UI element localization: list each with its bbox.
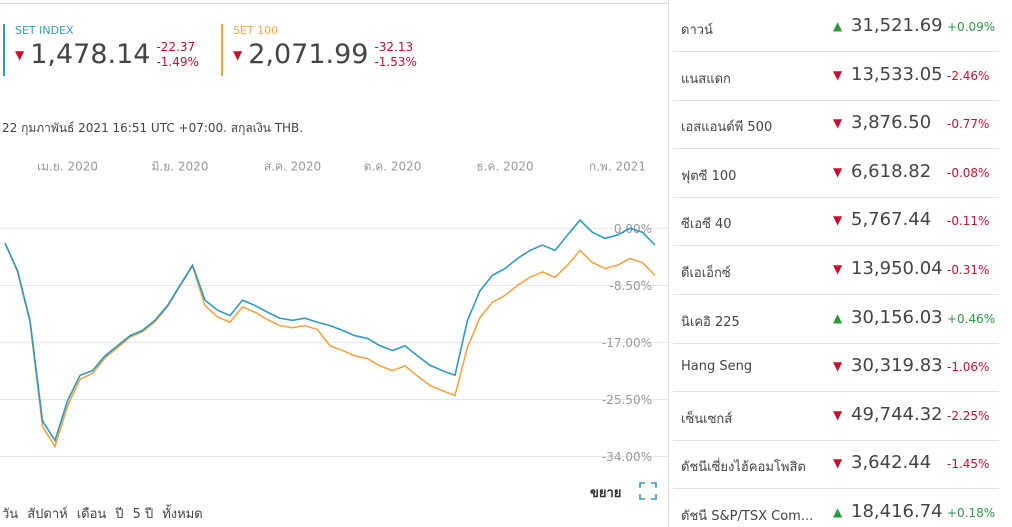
market-name: ซีเอซี 40 [681, 217, 732, 233]
market-value: 30,319.83 [851, 355, 943, 377]
y-tick-label: -17.00% [602, 336, 652, 350]
quote-name: SET 100 [233, 24, 279, 37]
market-name: ดัชนีเซี่ยงไฮ้คอมโพสิต [681, 460, 806, 476]
market-value: 3,642.44 [851, 452, 932, 474]
market-value: 30,156.03 [851, 306, 943, 328]
market-name: แนสแดก [681, 71, 731, 87]
market-change: -0.77% [947, 117, 990, 132]
quote-value: 2,071.99 [248, 39, 369, 70]
market-value: 49,744.32 [851, 403, 943, 425]
change-percent: -1.53% [374, 54, 417, 69]
timestamp: 22 กุมภาพันธ์ 2021 16:51 UTC +07:00. สกุ… [2, 121, 304, 135]
x-tick-label: ธ.ค. 2020 [476, 160, 533, 174]
chart: 0.00%-8.50%-17.00%-25.50%-34.00%เม.ย. 20… [0, 160, 668, 464]
y-tick-label: -25.50% [602, 393, 652, 407]
change: -32.13 [374, 39, 414, 54]
direction-arrow: ▼ [833, 116, 843, 131]
market-change: -0.11% [947, 214, 990, 229]
market-change: -1.45% [947, 457, 990, 472]
quote-row: ▼ 1,478.14 -22.37 -1.49% [15, 39, 199, 70]
market-row[interactable]: ดีเอเอ็กซ์ ▼ 13,950.04 -0.31% [673, 246, 999, 295]
market-value: 18,416.74 [851, 501, 943, 522]
market-value: 5,767.44 [851, 209, 932, 231]
x-tick-label: ต.ค. 2020 [364, 160, 422, 174]
x-tick-label: ก.พ. 2021 [589, 160, 646, 174]
quote-row: ▼ 2,071.99 -32.13 -1.53% [233, 39, 417, 70]
x-tick-label: มิ.ย. 2020 [152, 160, 209, 174]
expand-icon[interactable] [638, 481, 658, 501]
market-name: ดาวน์ [681, 23, 713, 38]
top-rule [0, 3, 668, 4]
market-row[interactable]: เซ็นเซกส์ ▼ 49,744.32 -2.25% [673, 392, 999, 441]
range-button[interactable]: เดือน [76, 507, 107, 522]
quote-change: -32.13 -1.53% [374, 40, 416, 70]
market-change: +0.09% [947, 20, 996, 34]
x-tick-label: เม.ย. 2020 [37, 160, 98, 174]
y-tick-label: -8.50% [610, 279, 652, 293]
range-button[interactable]: ทั้งหมด [162, 507, 203, 522]
market-row[interactable]: แนสแดก ▼ 13,533.05 -2.46% [673, 52, 999, 101]
market-row[interactable]: ซีเอซี 40 ▼ 5,767.44 -0.11% [673, 197, 999, 247]
quote: SET INDEX ▼ 1,478.14 -22.37 -1.49% [3, 24, 199, 76]
quote-value: 1,478.14 [30, 39, 151, 70]
direction-arrow: ▼ [833, 407, 843, 422]
market-row[interactable]: ดัชนีเซี่ยงไฮ้คอมโพสิต ▼ 3,642.44 -1.45% [673, 440, 999, 490]
quote: SET 100 ▼ 2,071.99 -32.13 -1.53% [221, 24, 417, 76]
market-value: 31,521.69 [851, 15, 943, 36]
quote-change: -22.37 -1.49% [156, 40, 198, 70]
market-row[interactable]: ฟุตซี 100 ▼ 6,618.82 -0.08% [673, 149, 999, 198]
market-row[interactable]: เอสแอนด์พี 500 ▼ 3,876.50 -0.77% [673, 100, 999, 150]
market-change: +0.46% [947, 311, 996, 326]
direction-arrow: ▲ [833, 19, 843, 33]
series-line [4, 219, 656, 443]
market-change: -2.25% [947, 408, 990, 423]
market-name: เอสแอนด์พี 500 [681, 120, 773, 136]
direction-arrow: ▼ [833, 67, 843, 82]
market-row[interactable]: นิเคอิ 225 ▲ 30,156.03 +0.46% [673, 295, 999, 344]
direction-arrow: ▼ [833, 213, 843, 228]
market-change: -1.06% [947, 360, 990, 375]
series-line [4, 242, 656, 449]
market-name: ดีเอเอ็กซ์ [681, 266, 731, 281]
direction-arrow: ▼ [15, 47, 25, 62]
market-value: 13,533.05 [851, 63, 943, 85]
market-name: เซ็นเซกส์ [681, 411, 733, 427]
range-button[interactable]: 5 ปี [132, 507, 154, 522]
range-button[interactable]: ปี [115, 507, 124, 522]
market-list: ดาวน์ ▲ 31,521.69 +0.09% แนสแดก ▼ 13,533.05 -2.… [668, 0, 1012, 527]
range-button[interactable]: วัน [2, 507, 19, 522]
y-tick-label: -34.00% [602, 450, 652, 464]
market-name: ฟุตซี 100 [681, 168, 737, 184]
direction-arrow: ▼ [233, 47, 243, 62]
market-name: Hang Seng [681, 359, 753, 375]
market-name: ดัชนี S&P/TSX Com... [681, 509, 814, 524]
market-row[interactable]: ดัชนี S&P/TSX Com... ▲ 18,416.74 +0.18% [673, 489, 999, 527]
direction-arrow: ▲ [833, 505, 843, 519]
market-value: 6,618.82 [851, 160, 932, 182]
range-bar: วัน สัปดาห์ เดือน ปี 5 ปี ทั้งหมด [2, 503, 212, 524]
range-button[interactable]: สัปดาห์ [27, 507, 68, 522]
change: -22.37 [156, 39, 196, 54]
direction-arrow: ▼ [833, 262, 843, 276]
market-change: -0.08% [947, 165, 990, 180]
market-row[interactable]: Hang Seng ▼ 30,319.83 -1.06% [673, 343, 999, 393]
market-row[interactable]: ดาวน์ ▲ 31,521.69 +0.09% [673, 3, 999, 52]
quote-name: SET INDEX [15, 24, 74, 37]
x-tick-label: ส.ค. 2020 [264, 160, 321, 174]
direction-arrow: ▼ [833, 456, 843, 471]
direction-arrow: ▲ [833, 310, 843, 325]
market-change: -0.31% [947, 263, 990, 277]
market-name: นิเคอิ 225 [681, 314, 740, 330]
direction-arrow: ▼ [833, 359, 843, 374]
direction-arrow: ▼ [833, 164, 843, 179]
market-value: 3,876.50 [851, 112, 932, 134]
market-change: +0.18% [947, 506, 996, 520]
market-change: -2.46% [947, 68, 990, 83]
change-percent: -1.49% [156, 54, 199, 69]
market-value: 13,950.04 [851, 258, 943, 279]
expand-label[interactable]: ขยาย [590, 486, 622, 501]
